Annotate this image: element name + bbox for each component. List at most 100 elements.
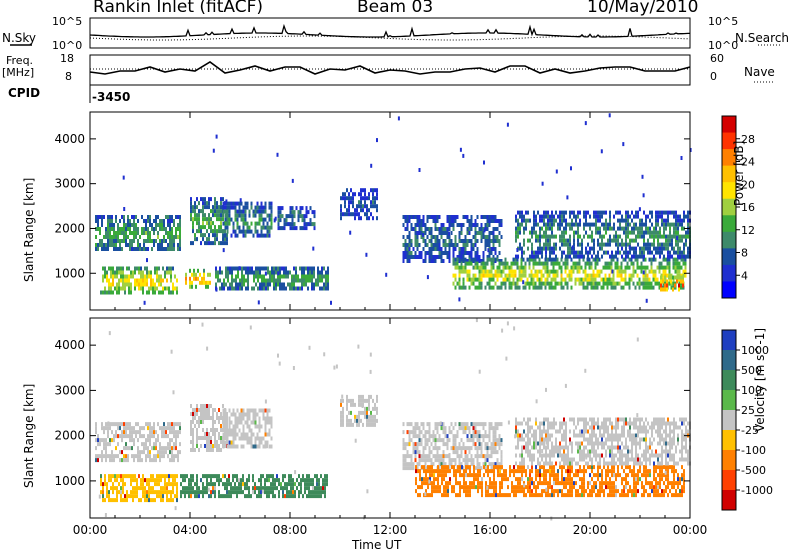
velocity-cell (210, 478, 212, 483)
power-cell (563, 226, 565, 231)
velocity-cell (95, 430, 97, 435)
velocity-cell (210, 428, 212, 432)
power-cell (577, 250, 579, 255)
power-cell (228, 205, 231, 210)
power-cell (667, 238, 669, 243)
power-cell (360, 216, 362, 221)
power-cell (145, 239, 147, 243)
velocity-cell (352, 422, 354, 427)
power-cell (492, 277, 495, 282)
power-cell (140, 282, 142, 287)
power-cell (612, 273, 615, 278)
power-cell (356, 204, 358, 209)
power-cell (150, 282, 152, 287)
power-cell (202, 205, 204, 210)
power-cell (626, 261, 629, 266)
power-cell (488, 215, 491, 219)
power-cell (215, 282, 217, 287)
velocity-cell (144, 498, 146, 503)
power-cell (440, 231, 443, 235)
velocity-cell (155, 454, 157, 459)
power-cell (135, 235, 137, 239)
power-cell (526, 277, 529, 282)
power-cell (529, 238, 531, 243)
power-cell (478, 273, 481, 278)
power-cell (179, 215, 181, 219)
power-cell (408, 259, 411, 263)
power-cell (242, 221, 245, 226)
power-cell (612, 281, 615, 286)
power-cell (522, 285, 525, 290)
velocity-cell (182, 486, 184, 491)
power-cell (544, 277, 547, 282)
power-cell (352, 204, 354, 209)
velocity-cell (427, 493, 429, 498)
power-cell (231, 286, 233, 291)
power-cell (674, 285, 677, 290)
velocity-cell (173, 434, 175, 439)
power-cell (659, 214, 661, 219)
velocity-cell (368, 402, 370, 407)
velocity-cell (368, 394, 370, 399)
velocity-cell (541, 489, 543, 494)
velocity-cell (264, 478, 266, 483)
velocity-cell (212, 482, 214, 487)
power-cell (101, 215, 103, 219)
velocity-cell (482, 438, 485, 443)
power-cell (450, 215, 453, 219)
power-cell (591, 238, 593, 243)
velocity-cell (513, 469, 515, 474)
velocity-cell (448, 462, 451, 467)
power-cell (458, 235, 461, 239)
velocity-cell (173, 458, 175, 463)
power-cell (648, 281, 651, 286)
velocity-cell (208, 436, 210, 440)
power-cell (515, 234, 517, 239)
power-cell (212, 205, 214, 210)
velocity-cell (533, 493, 535, 498)
power-cell (546, 257, 549, 262)
power-cell (536, 273, 539, 278)
power-cell (669, 222, 671, 227)
velocity-cell (154, 478, 156, 483)
velocity-cell (218, 432, 220, 436)
power-cell (101, 239, 103, 243)
power-cell (586, 285, 589, 290)
velocity-cell (226, 494, 228, 499)
power-cell (238, 229, 241, 234)
power-cell (257, 270, 259, 275)
power-cell (597, 238, 599, 243)
power-cell (571, 222, 573, 227)
velocity-cell (461, 465, 463, 470)
velocity-cell (123, 430, 125, 435)
power-cell (362, 208, 364, 213)
power-cell (236, 225, 239, 230)
velocity-cell (109, 438, 111, 443)
power-cell (470, 227, 473, 231)
velocity-cell (282, 486, 284, 491)
velocity-cell (402, 462, 405, 467)
velocity-cell (216, 416, 218, 420)
power-cell (287, 214, 290, 219)
velocity-cell (125, 458, 127, 463)
velocity-cell (248, 412, 251, 417)
power-cell (517, 210, 519, 215)
power-cell (234, 217, 237, 222)
power-cell (650, 261, 653, 266)
velocity-cell (270, 482, 272, 487)
power-cell (490, 231, 493, 235)
velocity-cell (464, 450, 467, 455)
velocity-cell (423, 469, 425, 474)
velocity-cell (242, 474, 244, 479)
power-cell (666, 261, 669, 266)
power-cell (420, 231, 423, 235)
velocity-cell (539, 473, 541, 478)
power-cell (498, 265, 501, 270)
power-speckle (541, 181, 544, 186)
velocity-cell (224, 482, 226, 487)
velocity-cell (159, 446, 161, 451)
power-cell (279, 214, 282, 219)
power-cell (99, 227, 101, 231)
power-cell (498, 219, 501, 223)
velocity-cell (370, 394, 372, 399)
